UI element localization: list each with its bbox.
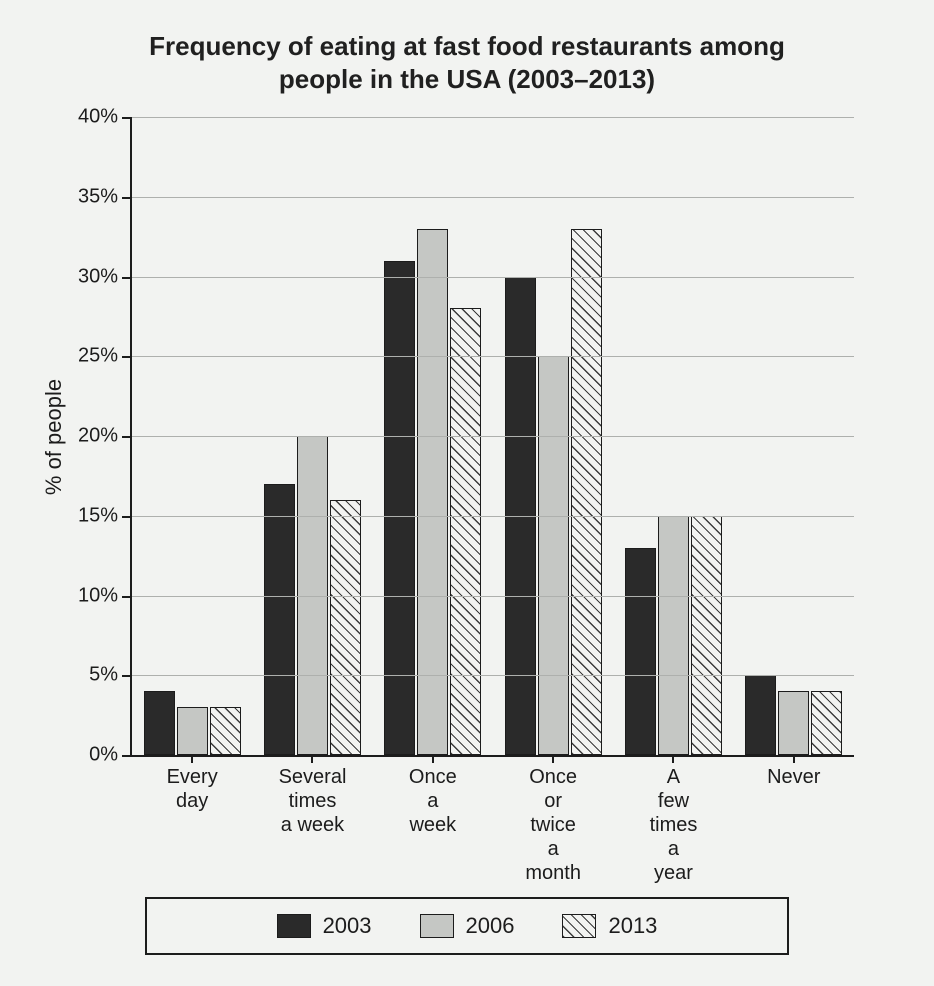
gridline [132,436,854,437]
chart-frame: Every daySeveral times a weekOnce a week… [130,117,854,757]
x-tick [552,755,554,763]
y-tick-label: 10% [78,584,118,607]
plot-area: Every daySeveral times a weekOnce a week… [132,117,854,755]
gridline [132,675,854,676]
y-tick-label: 40% [78,106,118,129]
legend-label: 2006 [466,913,515,939]
bar [745,675,776,755]
x-tick [311,755,313,763]
y-tick-label: 5% [89,664,118,687]
page: Frequency of eating at fast food restaur… [0,0,934,986]
legend-item: 2006 [420,913,515,939]
y-tick-label: 15% [78,504,118,527]
gridline [132,516,854,517]
bar [384,261,415,755]
x-tick-label: A few times a year [649,765,698,885]
x-tick [672,755,674,763]
x-tick-label: Once a week [409,765,458,837]
bar [264,484,295,755]
y-tick [122,277,130,279]
x-tick-label: Never [767,765,820,789]
y-tick-label: 35% [78,185,118,208]
y-tick-label: 30% [78,265,118,288]
legend-swatch [277,914,311,938]
y-tick [122,436,130,438]
y-tick-label: 0% [89,744,118,767]
bar [538,356,569,755]
y-axis-label: % of people [41,379,67,495]
legend-item: 2013 [562,913,657,939]
legend-label: 2013 [608,913,657,939]
y-tick [122,675,130,677]
y-tick [122,356,130,358]
chart-title: Frequency of eating at fast food restaur… [67,30,867,95]
gridline [132,277,854,278]
bar [691,516,722,755]
bar [625,548,656,755]
x-tick [191,755,193,763]
gridline [132,197,854,198]
y-tick [122,117,130,119]
bar [658,516,689,755]
y-tick [122,516,130,518]
x-tick [432,755,434,763]
y-tick [122,755,130,757]
y-tick-label: 25% [78,345,118,368]
legend-label: 2003 [323,913,372,939]
y-tick [122,596,130,598]
bar [778,691,809,755]
bar [177,707,208,755]
legend: 2003 2006 2013 [145,897,789,955]
legend-swatch [420,914,454,938]
y-tick-label: 20% [78,425,118,448]
x-tick-label: Once or twice a month [525,765,581,885]
gridline [132,356,854,357]
bar [450,308,481,755]
x-tick-label: Several times a week [279,765,347,837]
x-tick-label: Every day [167,765,218,813]
bar [811,691,842,755]
gridline [132,596,854,597]
y-tick [122,197,130,199]
bar [144,691,175,755]
bar [210,707,241,755]
legend-swatch [562,914,596,938]
legend-item: 2003 [277,913,372,939]
bar [330,500,361,755]
gridline [132,117,854,118]
x-tick [793,755,795,763]
